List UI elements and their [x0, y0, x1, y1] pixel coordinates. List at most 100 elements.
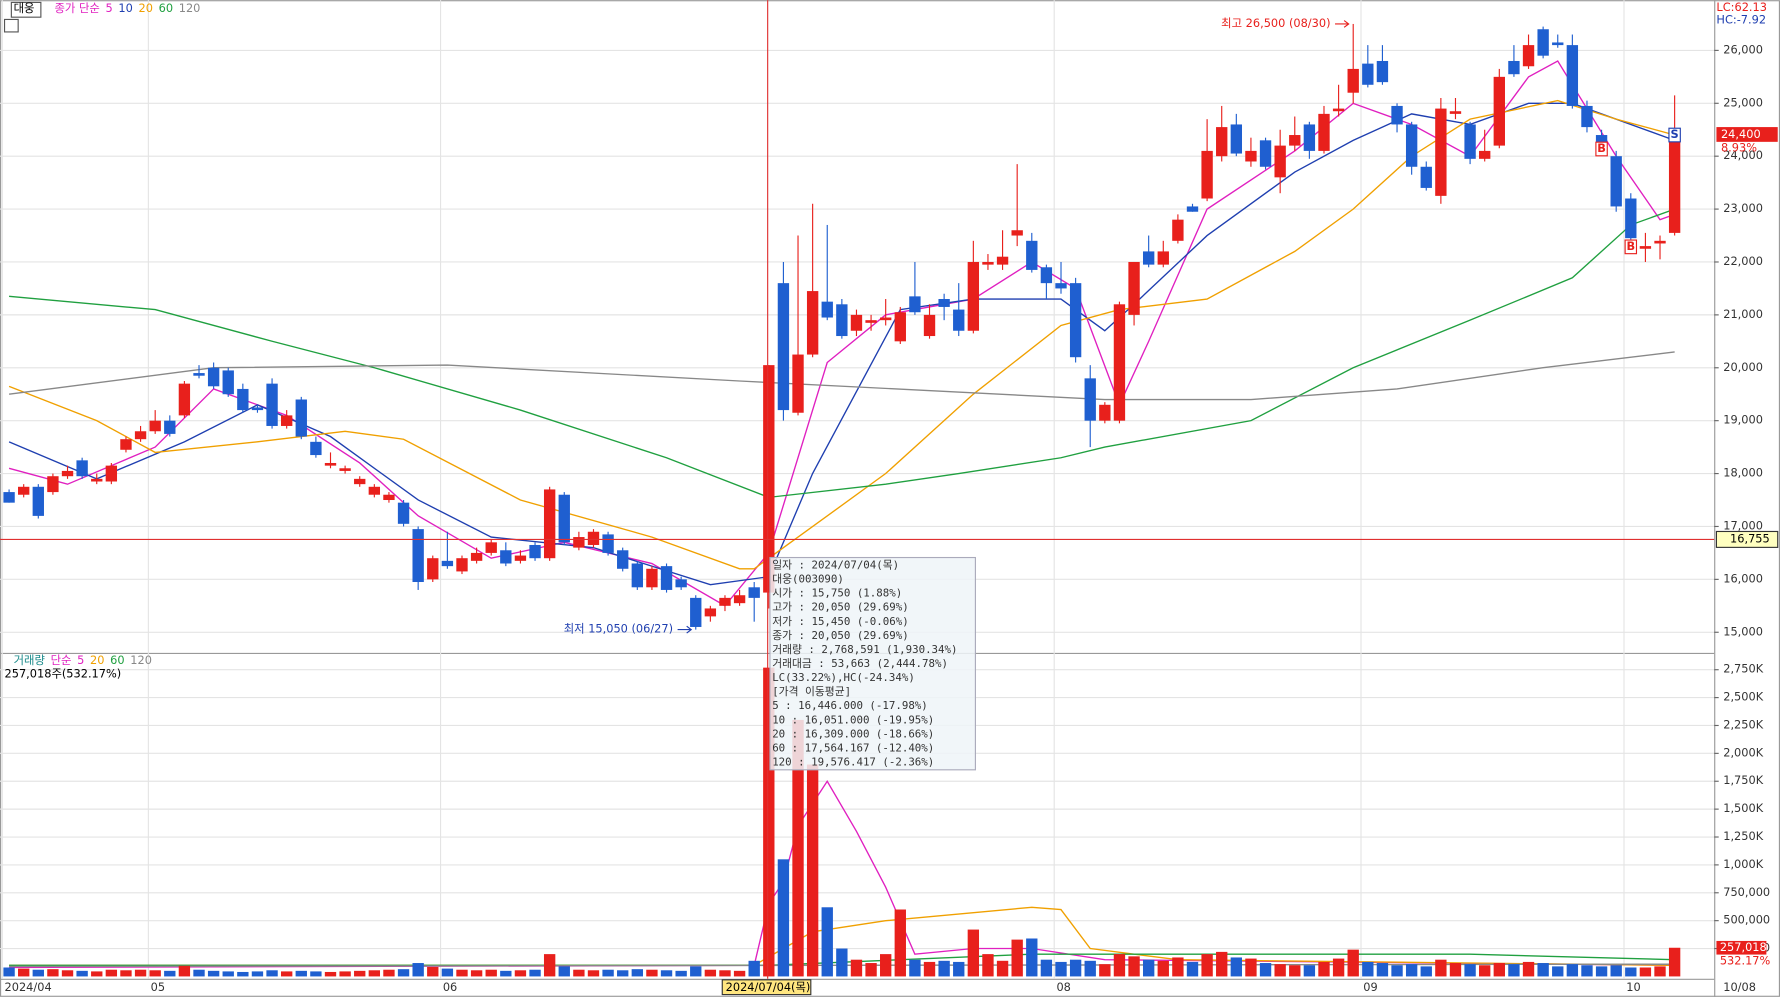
tooltip-line: 저가 : 15,450 (-0.06%)	[772, 615, 908, 628]
legend-item: 20	[139, 1, 153, 15]
candle-body	[1113, 304, 1126, 421]
volume-bar	[1362, 961, 1374, 977]
last-volume: 257,018	[1720, 940, 1767, 954]
volume-bar	[1625, 967, 1637, 977]
signal-box	[1624, 239, 1638, 255]
candle-body	[690, 597, 702, 627]
volume-bar	[1230, 957, 1243, 977]
tooltip-box	[769, 556, 976, 771]
candle-body	[733, 595, 746, 604]
crosshair-date-box	[721, 979, 812, 996]
volume-bar	[1595, 966, 1608, 977]
volume-bar	[865, 963, 877, 977]
candle-body	[763, 365, 775, 593]
crosshair-date: 2024/07/04(목)	[726, 980, 811, 994]
candle-body	[1055, 283, 1067, 289]
candle-body	[967, 261, 980, 331]
y-tick-label: 24,000	[1723, 148, 1763, 162]
volume-bar	[105, 969, 118, 977]
x-tick-label: 10/08	[1723, 980, 1756, 994]
y-tick-label: 1,000K	[1723, 857, 1763, 871]
tooltip-line: 5 : 16,446.000 (-17.98%)	[772, 699, 928, 712]
legend-item: 120	[179, 1, 201, 15]
candle-body	[748, 587, 760, 598]
legend-item: 120	[130, 653, 152, 667]
candle-body	[32, 486, 44, 516]
signal: B	[1626, 239, 1635, 253]
volume-bar	[704, 969, 717, 977]
candle-body	[383, 494, 395, 501]
volume-bar	[1639, 967, 1652, 977]
volume-bar	[1508, 964, 1520, 977]
volume-bar	[909, 959, 921, 977]
candle-body	[1157, 251, 1169, 265]
hc-indicator: HC:-7.92	[1716, 13, 1766, 27]
signal: S	[1671, 127, 1679, 141]
candle-body	[821, 301, 833, 318]
candle-body	[836, 304, 848, 337]
volume-bar	[777, 859, 790, 977]
title-box	[10, 1, 42, 18]
volume-bar	[1566, 964, 1579, 977]
volume-bar	[1522, 961, 1535, 977]
y-tick-label: 22,000	[1723, 254, 1763, 268]
candle-body	[3, 492, 15, 503]
volume-bar	[61, 970, 74, 977]
candle-body	[47, 476, 59, 493]
ma-line	[9, 208, 1675, 499]
candle-body	[397, 502, 410, 524]
y-tick-label: 1,500K	[1723, 801, 1763, 815]
volume-bar	[18, 968, 30, 977]
volume-bar	[237, 971, 249, 977]
candle-body	[1420, 166, 1432, 188]
candle-body	[18, 486, 30, 495]
volume-bar	[1537, 963, 1549, 977]
signal-box	[1595, 141, 1608, 157]
volume-bar	[1011, 939, 1023, 977]
volume-bar	[1040, 959, 1053, 977]
volume-bar	[1201, 954, 1213, 977]
volume-bar	[1186, 961, 1199, 977]
volume-current: 257,018주(532.17%)	[5, 666, 122, 680]
volume-bar	[397, 969, 410, 977]
volume-bar	[1026, 938, 1038, 977]
tooltip-line: 일자 : 2024/07/04(목)	[772, 558, 899, 571]
candle-body	[339, 468, 351, 471]
volume-bar	[938, 960, 950, 977]
volume-bar	[295, 970, 307, 977]
volume-bar	[3, 967, 15, 977]
ma-line	[8, 99, 1675, 570]
candle-body	[704, 608, 717, 617]
candle-body	[178, 383, 191, 416]
volume-bar	[529, 969, 541, 977]
volume-bar	[76, 970, 88, 977]
y-tick-label: 2,500K	[1723, 690, 1763, 704]
candle-body	[1537, 29, 1549, 56]
candle-body	[1040, 267, 1053, 284]
volume-bar	[1084, 960, 1096, 977]
candle-body	[1581, 105, 1593, 128]
volume-bar	[1216, 951, 1228, 977]
candle-body	[865, 320, 877, 323]
volume-bar	[280, 971, 293, 977]
volume-bar	[1303, 965, 1316, 977]
candle-body	[251, 407, 264, 411]
ma-line	[8, 102, 1675, 586]
tooltip-line: 대웅(003090)	[772, 573, 844, 586]
volume-bar	[646, 969, 658, 977]
annotation: 최고 26,500 (08/30)	[1221, 16, 1330, 30]
volume-bar	[1449, 963, 1462, 977]
menu-icon[interactable]	[3, 18, 19, 33]
candle-body	[237, 388, 249, 411]
y-tick-label: 20,000	[1723, 360, 1763, 374]
volume-bar	[821, 907, 833, 977]
legend-item: 대웅	[14, 1, 35, 15]
candle-body	[500, 550, 512, 564]
crosshair-price-box	[1715, 530, 1779, 548]
candle-body	[412, 529, 424, 583]
y-tick-label: 17,000	[1723, 518, 1763, 532]
volume-bar	[120, 970, 132, 977]
volume-bar	[880, 954, 892, 977]
y-tick-label: 19,000	[1723, 413, 1763, 427]
volume-bar	[1318, 961, 1330, 977]
